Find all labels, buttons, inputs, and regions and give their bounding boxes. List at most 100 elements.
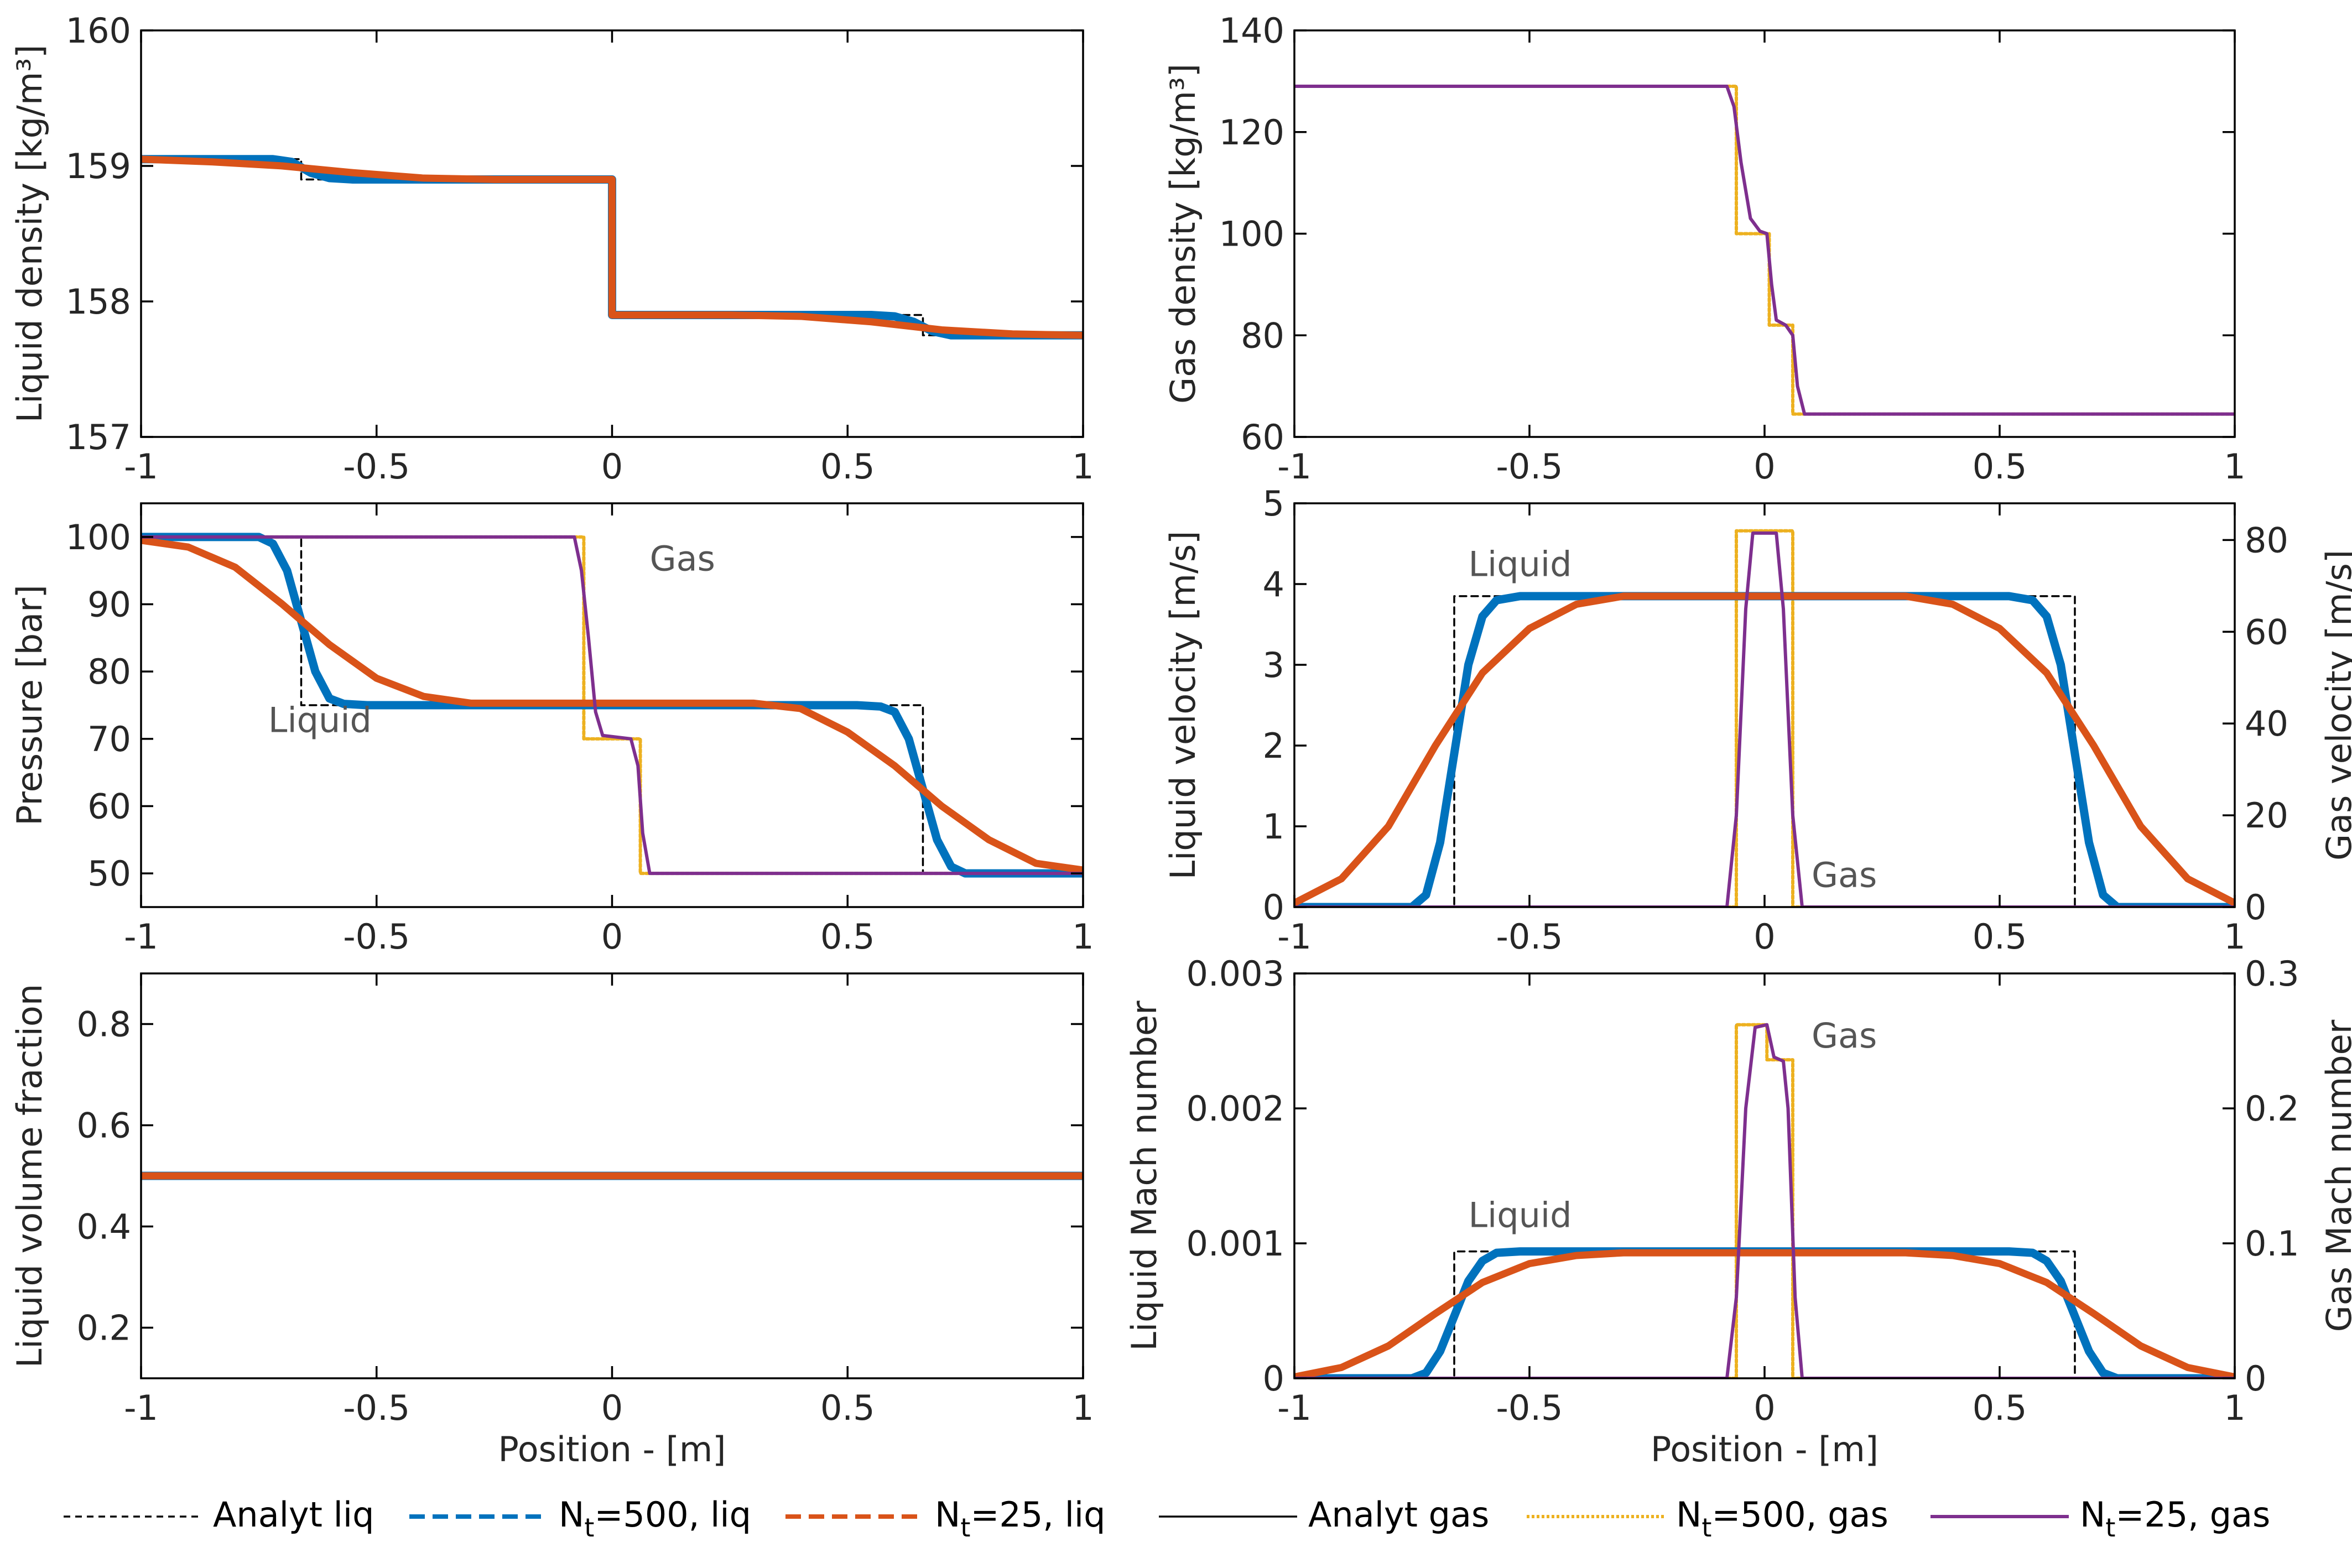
y-axis-label: Liquid velocity [m/s] bbox=[1163, 531, 1203, 880]
x-tick-label: 1 bbox=[1072, 916, 1094, 957]
legend-label: Nt=25, gas bbox=[2080, 1494, 2270, 1543]
y-tick-label: 3 bbox=[1263, 645, 1284, 685]
y-tick-label: 5 bbox=[1263, 483, 1284, 524]
x-tick-label: 0 bbox=[1753, 916, 1775, 957]
y2-tick-label: 40 bbox=[2245, 704, 2288, 744]
legend-item-gas-25: Nt=25, gas bbox=[1930, 1494, 2270, 1543]
x-tick-label: -0.5 bbox=[1496, 1388, 1563, 1428]
y2-tick-label: 0 bbox=[2245, 1358, 2266, 1399]
annotation-label: Gas bbox=[1812, 1015, 1877, 1056]
y-axis-label: Liquid volume fraction bbox=[9, 984, 50, 1368]
series-line-gas-25 bbox=[1294, 531, 2235, 907]
x-tick-label: 0.5 bbox=[1973, 446, 2027, 487]
y-tick-label: 0 bbox=[1263, 1358, 1284, 1399]
x-tick-label: -1 bbox=[124, 1388, 158, 1428]
y-tick-label: 160 bbox=[66, 11, 131, 51]
y-tick-label: 4 bbox=[1263, 564, 1284, 605]
x-tick-label: 0 bbox=[601, 916, 623, 957]
y2-tick-label: 60 bbox=[2245, 612, 2288, 652]
legend-item-liq-500: Nt=500, liq bbox=[409, 1494, 751, 1543]
annotation-label: Liquid bbox=[1469, 1195, 1572, 1236]
y-tick-label: 0.001 bbox=[1187, 1223, 1285, 1264]
annotation-label: Liquid bbox=[268, 700, 372, 741]
series-line-liq-25 bbox=[1294, 592, 2235, 907]
y-tick-label: 0.003 bbox=[1187, 954, 1285, 994]
y-tick-label: 0.2 bbox=[76, 1308, 131, 1348]
x-axis-label: Position - [m] bbox=[1651, 1429, 1879, 1470]
y-tick-label: 60 bbox=[1241, 417, 1284, 457]
y-axis-label: Pressure [bar] bbox=[9, 585, 50, 826]
y2-tick-label: 20 bbox=[2245, 795, 2288, 836]
y-tick-label: 0.6 bbox=[76, 1106, 131, 1146]
chart-liquid-density: -1 -0.5 0 0.5 1 157 158 159 160 Liquid density [k… bbox=[9, 11, 1094, 487]
x-tick-label: -1 bbox=[1277, 916, 1312, 957]
x-tick-label: -0.5 bbox=[343, 916, 410, 957]
legend-label: Nt=500, gas bbox=[1676, 1494, 1888, 1543]
y2-axis-label: Gas Mach number bbox=[2319, 1019, 2352, 1332]
series-group bbox=[1294, 85, 2235, 416]
y-tick-label: 0.4 bbox=[76, 1207, 131, 1247]
y2-tick-label: 0.1 bbox=[2245, 1223, 2299, 1264]
y-axis-label: Liquid density [kg/m³] bbox=[9, 45, 50, 423]
y-tick-label: 159 bbox=[66, 146, 131, 186]
legend-label: Nt=500, liq bbox=[559, 1494, 751, 1543]
series-group bbox=[1294, 529, 2235, 907]
y-tick-label: 50 bbox=[87, 853, 131, 894]
legend-item-analyt-liq: Analyt liq bbox=[64, 1494, 374, 1535]
chart-liquid-volume-fraction: -1 -0.5 0 0.5 1 0.2 0.4 0.6 0.8 Liquid volume fra… bbox=[9, 972, 1094, 1470]
y-tick-label: 0.8 bbox=[76, 1004, 131, 1045]
series-line-analyt-gas bbox=[1294, 1023, 2235, 1378]
y-tick-label: 80 bbox=[87, 652, 131, 692]
y-tick-label: 120 bbox=[1219, 112, 1284, 153]
x-tick-label: -0.5 bbox=[343, 1388, 410, 1428]
chart-mach-number: -1 -0.5 0 0.5 100.0010.0020.00300.10.20.3Liq… bbox=[1124, 954, 2352, 1470]
y-tick-label: 80 bbox=[1241, 315, 1284, 356]
y-tick-label: 0 bbox=[1263, 887, 1284, 928]
y-tick-label: 100 bbox=[66, 517, 131, 558]
legend-item-analyt-gas: Analyt gas bbox=[1159, 1494, 1489, 1535]
series-line-gas-25 bbox=[1294, 85, 2235, 416]
x-tick-label: 0.5 bbox=[1973, 1388, 2027, 1428]
x-tick-label: 0.5 bbox=[1973, 916, 2027, 957]
x-tick-label: 0 bbox=[601, 1388, 623, 1428]
x-axis-label: Position - [m] bbox=[498, 1429, 726, 1470]
y-tick-label: 100 bbox=[1219, 214, 1284, 254]
chart-pressure: -1 -0.5 0 0.5 1 50 60 70 80 90 100 Pressure [bar] Ga… bbox=[9, 502, 1094, 957]
x-tick-label: -1 bbox=[124, 446, 158, 487]
x-tick-label: 0 bbox=[1753, 1388, 1775, 1428]
series-group bbox=[141, 155, 1083, 340]
x-tick-label: 0.5 bbox=[820, 446, 875, 487]
y-axis-label: Liquid Mach number bbox=[1124, 1001, 1164, 1351]
annotation-label: Gas bbox=[1812, 855, 1877, 895]
x-tick-label: -1 bbox=[1277, 1388, 1312, 1428]
annotation-label: Gas bbox=[650, 539, 715, 579]
series-line-gas-500 bbox=[1294, 85, 2235, 416]
x-tick-label: -0.5 bbox=[1496, 446, 1563, 487]
y-tick-label: 0.002 bbox=[1187, 1088, 1285, 1129]
legend-label: Nt=25, liq bbox=[935, 1494, 1106, 1543]
x-tick-label: 1 bbox=[2224, 916, 2245, 957]
x-tick-label: -0.5 bbox=[1496, 916, 1563, 957]
legend-item-gas-500: Nt=500, gas bbox=[1527, 1494, 1888, 1543]
y-tick-label: 1 bbox=[1263, 806, 1284, 847]
chart-gas-density: -1 -0.5 0 0.5 1 60 80 100 120 140 Gas density [kg/… bbox=[1163, 11, 2246, 487]
y-tick-label: 70 bbox=[87, 719, 131, 759]
series-group bbox=[1294, 1023, 2235, 1378]
series-group bbox=[141, 533, 1083, 878]
y-tick-label: 60 bbox=[87, 786, 131, 827]
y-tick-label: 140 bbox=[1219, 11, 1284, 51]
series-line-liq-25 bbox=[1294, 1249, 2235, 1378]
series-line-gas-500 bbox=[1294, 529, 2235, 907]
y2-tick-label: 0.2 bbox=[2245, 1088, 2299, 1129]
y2-tick-label: 80 bbox=[2245, 520, 2288, 560]
legend: Analyt liq Nt=500, liq Nt=25, liq Analyt ga… bbox=[64, 1494, 2270, 1543]
x-tick-label: 1 bbox=[1072, 446, 1094, 487]
x-tick-label: -1 bbox=[1277, 446, 1312, 487]
series-line-gas-500 bbox=[1294, 1023, 2235, 1378]
y2-tick-label: 0 bbox=[2245, 887, 2266, 928]
y2-axis-label: Gas velocity [m/s] bbox=[2319, 550, 2352, 861]
x-tick-label: 0.5 bbox=[820, 916, 875, 957]
series-line-liq-25 bbox=[141, 536, 1083, 874]
annotation-label: Liquid bbox=[1469, 544, 1572, 584]
